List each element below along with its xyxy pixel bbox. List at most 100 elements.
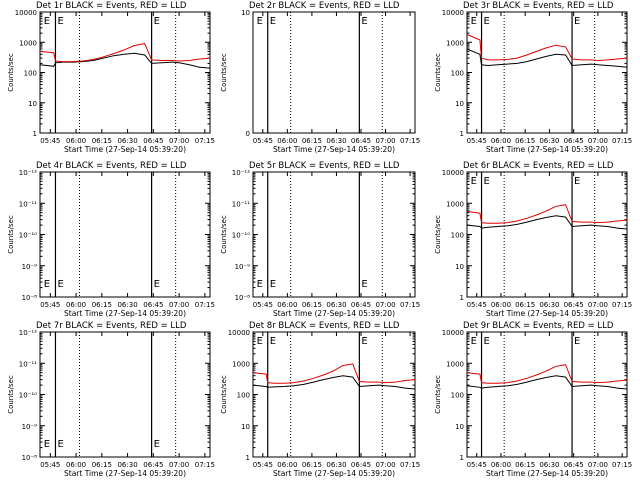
plot-frame bbox=[39, 331, 211, 458]
x-tick-label: 05:45 bbox=[40, 301, 60, 309]
x-tick-label: 07:00 bbox=[375, 137, 395, 145]
x-tick-label: 06:00 bbox=[277, 301, 297, 309]
plot-frame bbox=[39, 171, 211, 298]
y-tick-label: 10 bbox=[455, 423, 464, 431]
x-tick-label: 06:30 bbox=[117, 301, 137, 309]
edge-label: E bbox=[154, 439, 160, 450]
chart-title: Det 5r BLACK = Events, RED = LLD bbox=[249, 161, 400, 171]
x-tick-label: 06:00 bbox=[491, 301, 511, 309]
x-tick-label: 06:30 bbox=[326, 137, 346, 145]
y-tick-label: 10⁻⁹ bbox=[22, 423, 38, 431]
x-tick-label: 07:00 bbox=[169, 461, 189, 469]
x-axis-label: Start Time (27-Sep-14 05:39:20) bbox=[64, 309, 186, 318]
series-line-lld bbox=[466, 204, 628, 224]
x-axis-label: Start Time (27-Sep-14 05:39:20) bbox=[486, 309, 608, 318]
y-axis-label: Counts/sec bbox=[434, 53, 442, 92]
series-line-lld bbox=[252, 363, 416, 384]
x-tick-label: 07:15 bbox=[400, 137, 420, 145]
y-tick-label: 10000 bbox=[442, 169, 464, 177]
x-tick-label: 06:30 bbox=[326, 301, 346, 309]
edge-label: E bbox=[574, 176, 580, 187]
y-tick-label: 10⁻⁸ bbox=[22, 454, 38, 462]
x-tick-label: 06:00 bbox=[277, 137, 297, 145]
x-tick-label: 06:15 bbox=[515, 301, 535, 309]
y-tick-label: 1000 bbox=[232, 360, 250, 368]
edge-label: E bbox=[270, 336, 276, 347]
x-tick-label: 06:15 bbox=[515, 137, 535, 145]
chart-title: Det 6r BLACK = Events, RED = LLD bbox=[463, 161, 614, 171]
edge-label: E bbox=[270, 279, 276, 290]
y-tick-label: 10⁻¹² bbox=[19, 329, 37, 337]
y-tick-label: 10⁻⁹ bbox=[22, 263, 38, 271]
chart-title: Det 3r BLACK = Events, RED = LLD bbox=[463, 1, 614, 11]
y-tick-label: 1 bbox=[460, 130, 464, 138]
edge-label: E bbox=[484, 336, 490, 347]
x-tick-label: 07:00 bbox=[588, 137, 608, 145]
edge-label: E bbox=[471, 16, 477, 27]
panel-det4: Det 4r BLACK = Events, RED = LLD Counts/s… bbox=[7, 161, 215, 318]
x-tick-label: 07:00 bbox=[169, 301, 189, 309]
x-tick-label: 06:30 bbox=[117, 461, 137, 469]
edge-label: E bbox=[44, 16, 50, 27]
y-axis-label: Counts/sec bbox=[434, 215, 442, 254]
y-tick-label: 10⁻⁹ bbox=[235, 263, 251, 271]
x-tick-label: 06:45 bbox=[351, 461, 371, 469]
y-tick-label: 10⁻¹² bbox=[19, 169, 37, 177]
x-tick-label: 06:15 bbox=[515, 461, 535, 469]
panel-det2: Det 2r BLACK = Events, RED = LLD Counts/s… bbox=[220, 1, 420, 154]
y-tick-label: 10000 bbox=[228, 329, 250, 337]
x-axis-label: Start Time (27-Sep-14 05:39:20) bbox=[64, 469, 186, 478]
y-tick-label: 10 bbox=[28, 100, 37, 108]
x-tick-label: 07:15 bbox=[612, 461, 632, 469]
y-tick-label: 10⁻¹² bbox=[232, 169, 250, 177]
chart-title: Det 2r BLACK = Events, RED = LLD bbox=[249, 1, 400, 11]
series-line-events bbox=[252, 375, 416, 390]
x-tick-label: 05:45 bbox=[253, 461, 273, 469]
x-axis-label: Start Time (27-Sep-14 05:39:20) bbox=[64, 145, 186, 154]
x-tick-label: 07:00 bbox=[375, 301, 395, 309]
y-tick-label: 10000 bbox=[442, 329, 464, 337]
y-tick-label: 10 bbox=[241, 9, 250, 17]
y-tick-label: 100 bbox=[451, 392, 464, 400]
y-tick-label: 1 bbox=[33, 130, 37, 138]
y-tick-label: 10 bbox=[241, 423, 250, 431]
y-axis-label: Counts/sec bbox=[220, 215, 228, 254]
x-axis-label: Start Time (27-Sep-14 05:39:20) bbox=[273, 469, 395, 478]
y-tick-label: 10⁻⁸ bbox=[22, 294, 38, 302]
x-tick-label: 05:45 bbox=[40, 461, 60, 469]
panel-det3: Det 3r BLACK = Events, RED = LLD Counts/s… bbox=[434, 1, 632, 154]
plot-frame bbox=[39, 11, 211, 134]
y-axis-label: Counts/sec bbox=[220, 375, 228, 414]
x-tick-label: 05:45 bbox=[40, 137, 60, 145]
y-tick-label: 100 bbox=[451, 232, 464, 240]
edge-label: E bbox=[154, 16, 160, 27]
x-tick-label: 07:15 bbox=[612, 137, 632, 145]
y-tick-label: 1000 bbox=[446, 39, 464, 47]
x-tick-label: 06:30 bbox=[326, 461, 346, 469]
plot-frame bbox=[252, 171, 416, 298]
x-tick-label: 06:00 bbox=[491, 461, 511, 469]
x-tick-label: 07:15 bbox=[612, 301, 632, 309]
y-tick-label: 1000 bbox=[19, 39, 37, 47]
x-axis-label: Start Time (27-Sep-14 05:39:20) bbox=[273, 145, 395, 154]
x-tick-label: 05:45 bbox=[253, 137, 273, 145]
edge-label: E bbox=[57, 16, 63, 27]
x-tick-label: 07:15 bbox=[400, 301, 420, 309]
series-line-events bbox=[466, 375, 628, 390]
y-axis-label: Counts/sec bbox=[7, 53, 15, 92]
y-tick-label: 1 bbox=[460, 454, 464, 462]
x-tick-label: 06:45 bbox=[143, 137, 163, 145]
x-tick-label: 06:30 bbox=[539, 137, 559, 145]
x-tick-label: 06:15 bbox=[302, 461, 322, 469]
y-axis-label: Counts/sec bbox=[220, 53, 228, 92]
y-tick-label: 10000 bbox=[442, 9, 464, 17]
edge-label: E bbox=[57, 279, 63, 290]
y-axis-label: Counts/sec bbox=[434, 375, 442, 414]
x-tick-label: 05:45 bbox=[467, 137, 487, 145]
chart-title: Det 4r BLACK = Events, RED = LLD bbox=[36, 161, 187, 171]
x-axis-label: Start Time (27-Sep-14 05:39:20) bbox=[273, 309, 395, 318]
y-tick-label: 1 bbox=[460, 294, 464, 302]
y-tick-label: 10⁻¹¹ bbox=[19, 200, 37, 208]
x-tick-label: 06:15 bbox=[92, 137, 112, 145]
